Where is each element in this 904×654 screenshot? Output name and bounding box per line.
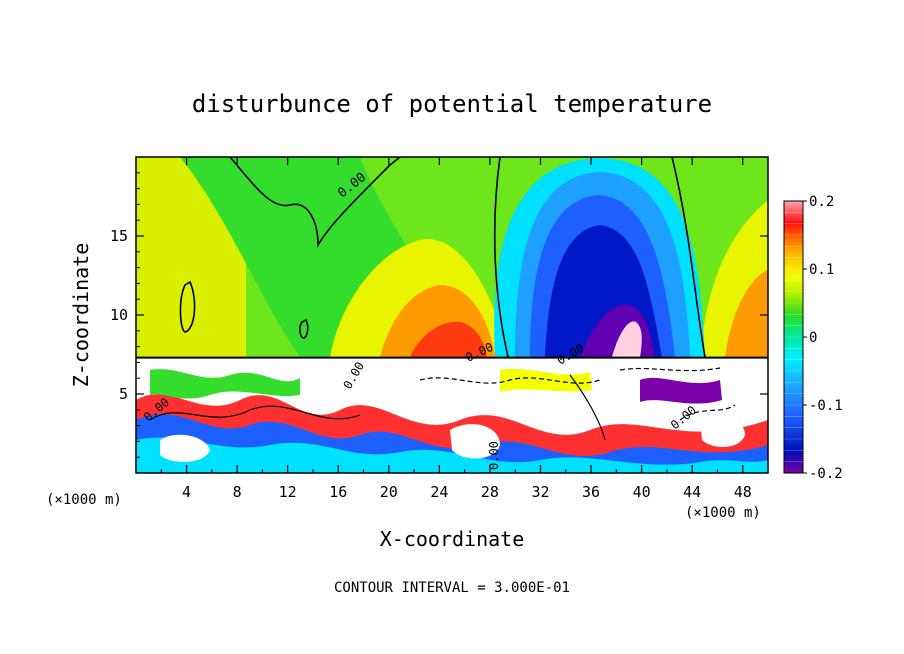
x-tick-label: 28 [481, 483, 499, 501]
x-tick-label: 48 [734, 483, 752, 501]
x-tick-label: 32 [531, 483, 549, 501]
contour-zero-left [229, 157, 401, 248]
x-tick-label: 40 [633, 483, 651, 501]
colorbar-tick-label: 0.2 [809, 194, 834, 210]
colorbar: 0.2 0.1 0 -0.1 -0.2 [783, 194, 843, 482]
cold-region-warm-tip [612, 321, 642, 357]
y-tick-label: 5 [119, 385, 128, 403]
lower-wave-green [150, 369, 300, 399]
y-axis: 5 10 15 [110, 172, 768, 458]
contour-lower-2 [419, 377, 601, 384]
x-axis: 4 8 12 16 20 24 28 32 36 40 44 48 [160, 157, 752, 501]
lower-white-eddy-1 [160, 434, 210, 462]
x-tick-label: 20 [380, 483, 398, 501]
contour-label: 0.00 [487, 441, 501, 470]
contour-lower-4 [569, 374, 606, 441]
chart-title: disturbunce of potential temperature [192, 90, 712, 118]
lower-wave-cyan [136, 437, 768, 473]
x-tick-label: 4 [182, 483, 191, 501]
x-axis-unit: (×1000 m) [685, 505, 761, 521]
lower-white-eddy-2 [450, 424, 500, 459]
y-axis-unit: (×1000 m) [46, 492, 122, 508]
x-tick-label: 12 [279, 483, 297, 501]
contour-zero-center [493, 157, 509, 358]
lower-white-eddy-3 [700, 415, 745, 447]
contour-loop-left [179, 280, 196, 333]
colorbar-tick-label: 0.1 [809, 262, 834, 278]
contour-interval-note: CONTOUR INTERVAL = 3.000E-01 [334, 580, 570, 596]
field-right-orange [725, 270, 768, 357]
contour-lower-1 [149, 405, 361, 421]
x-tick-label: 24 [430, 483, 448, 501]
plot-area: 0.00 0.00 0.00 0.00 0.00 0.00 0.00 [136, 157, 768, 473]
colorbar-tick-label: 0 [809, 330, 817, 346]
colorbar-tick-label: -0.1 [809, 398, 843, 414]
lower-wave-yellow [500, 368, 592, 392]
colorbar-ticks: 0.2 0.1 0 -0.1 -0.2 [803, 194, 843, 482]
colorbar-tick-label: -0.2 [809, 466, 843, 482]
field-red-patch [410, 321, 487, 357]
contour-loop-small [299, 318, 309, 339]
lower-wave-purple [640, 377, 722, 404]
y-axis-label: Z-coordinate [69, 243, 93, 388]
x-tick-label: 16 [329, 483, 347, 501]
y-tick-label: 10 [110, 306, 128, 324]
x-tick-label: 36 [582, 483, 600, 501]
contour-lower-3 [619, 367, 721, 372]
x-tick-label: 44 [683, 483, 701, 501]
colorbar-levels [784, 212, 803, 462]
x-axis-label: X-coordinate [380, 527, 525, 551]
y-tick-label: 15 [110, 227, 128, 245]
x-tick-label: 8 [233, 483, 242, 501]
contour-zero-right [671, 157, 706, 358]
